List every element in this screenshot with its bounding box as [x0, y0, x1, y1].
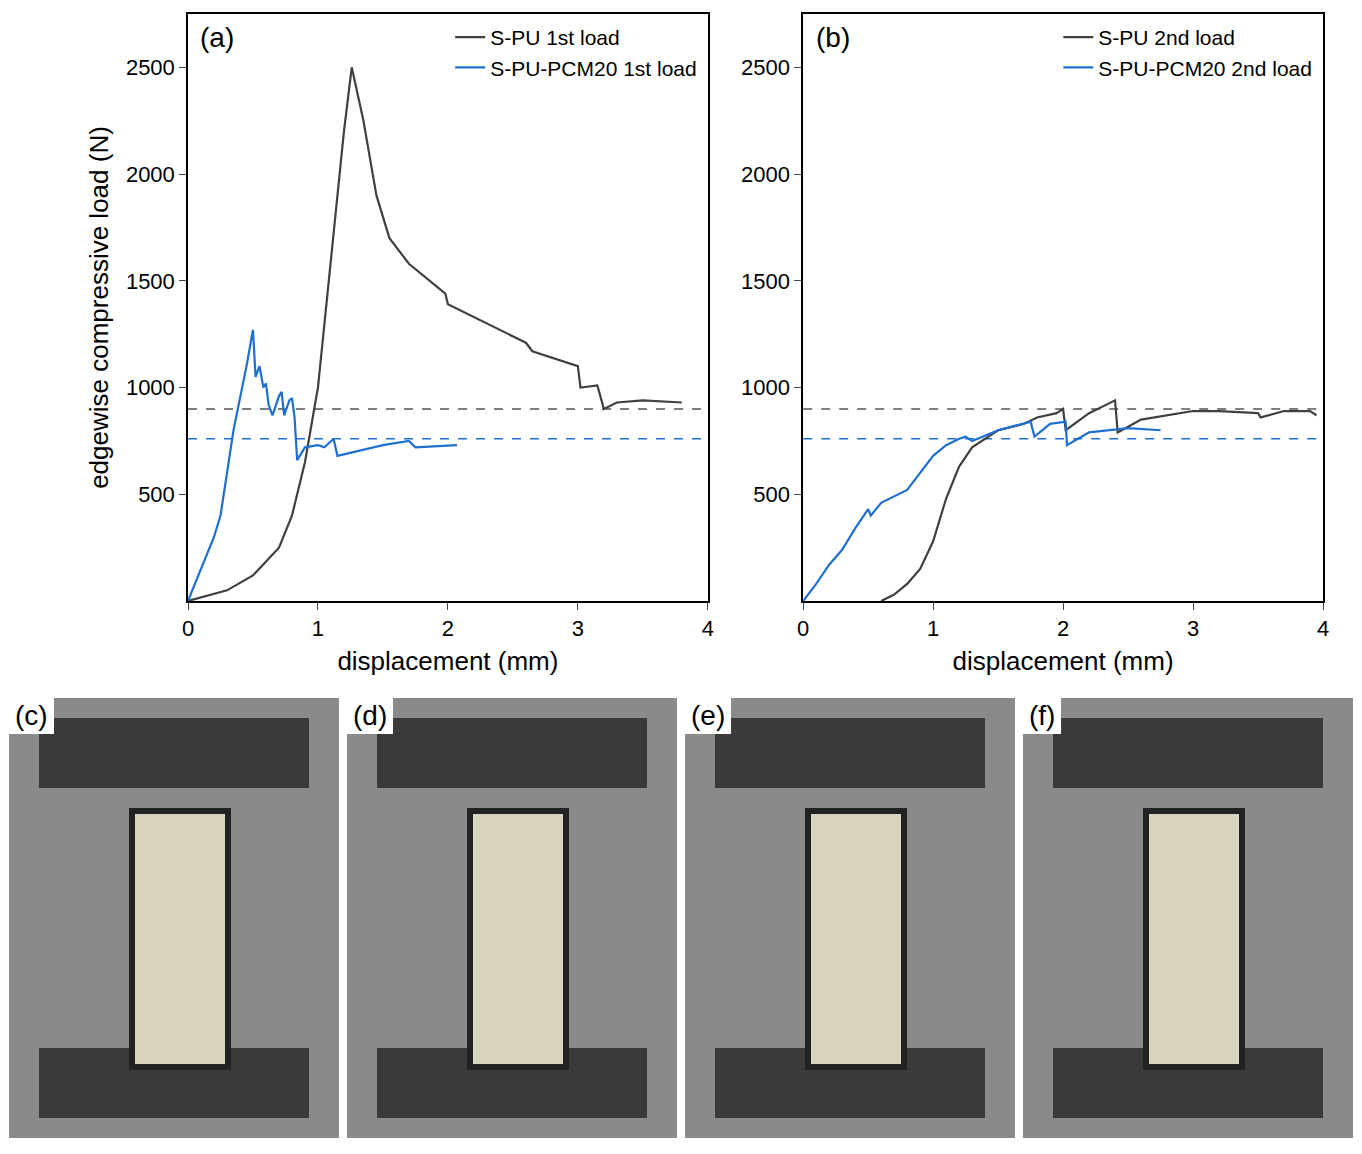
svg-text:1500: 1500: [126, 269, 175, 294]
svg-text:3: 3: [572, 616, 584, 641]
svg-text:2: 2: [442, 616, 454, 641]
svg-text:1: 1: [927, 616, 939, 641]
svg-text:1: 1: [312, 616, 324, 641]
svg-text:edgewise compressive load (N): edgewise compressive load (N): [84, 126, 114, 489]
svg-text:2: 2: [1057, 616, 1069, 641]
svg-text:4: 4: [702, 616, 714, 641]
svg-text:(a): (a): [200, 22, 234, 53]
html-text:(f): (f): [1029, 700, 1056, 731]
svg-text:1000: 1000: [126, 375, 175, 400]
svg-text:2500: 2500: [126, 55, 175, 80]
svg-text:2000: 2000: [126, 162, 175, 187]
svg-text:(b): (b): [816, 22, 850, 53]
svg-text:S-PU 1st load: S-PU 1st load: [490, 26, 620, 49]
svg-text:2500: 2500: [741, 55, 790, 80]
svg-text:2000: 2000: [741, 162, 790, 187]
svg-text:4: 4: [1317, 616, 1329, 641]
svg-text:3: 3: [1187, 616, 1199, 641]
svg-text:displacement (mm): displacement (mm): [337, 646, 558, 676]
svg-text:0: 0: [182, 616, 194, 641]
svg-text:S-PU-PCM20 2nd load: S-PU-PCM20 2nd load: [1098, 57, 1312, 80]
svg-text:0: 0: [797, 616, 809, 641]
svg-text:displacement (mm): displacement (mm): [953, 646, 1174, 676]
svg-text:S-PU-PCM20 1st load: S-PU-PCM20 1st load: [490, 57, 697, 80]
svg-text:S-PU 2nd load: S-PU 2nd load: [1098, 26, 1235, 49]
html-text:(d): (d): [353, 700, 388, 731]
svg-text:500: 500: [753, 482, 790, 507]
svg-text:1500: 1500: [741, 269, 790, 294]
svg-text:500: 500: [138, 482, 175, 507]
svg-text:1000: 1000: [741, 375, 790, 400]
html-text:(e): (e): [691, 700, 726, 731]
html-text:(c): (c): [15, 700, 48, 731]
